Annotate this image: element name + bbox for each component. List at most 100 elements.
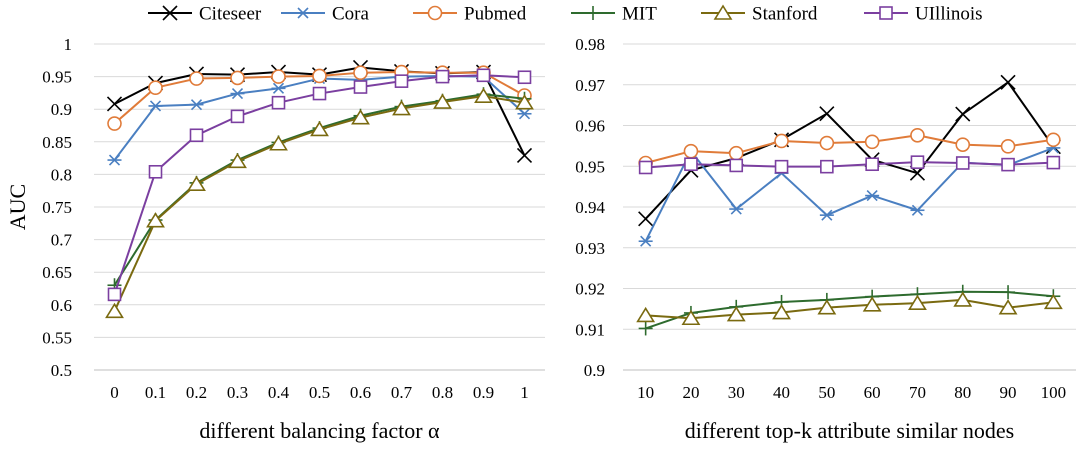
legend-marker-plus xyxy=(586,6,600,20)
data-point xyxy=(353,65,368,80)
x-axis-title: different balancing factor α xyxy=(199,418,440,443)
data-point xyxy=(1000,74,1016,90)
data-point xyxy=(1046,155,1061,170)
series-pubmed xyxy=(638,127,1061,171)
y-axis: 0.5 0.55 0.6 0.65 0.7 0.75 0.8 0.85 0.9 0.95 1 xyxy=(42,35,545,380)
x-axis: 10 20 30 40 50 60 70 80 90 100 xyxy=(623,369,1076,402)
data-point xyxy=(1001,285,1016,300)
data-point xyxy=(312,68,327,84)
legend-marker-triangle xyxy=(713,4,733,20)
y-tick-label: 0.55 xyxy=(42,328,72,347)
series-line xyxy=(644,81,1055,220)
data-point xyxy=(729,158,744,173)
x-tick-label: 0.2 xyxy=(186,383,207,402)
x-tick-label: 0.4 xyxy=(268,383,290,402)
y-tick-label: 0.7 xyxy=(51,231,73,250)
x-tick-label: 60 xyxy=(864,383,881,402)
data-point xyxy=(817,299,837,315)
data-point xyxy=(955,156,970,170)
series-line xyxy=(645,290,1054,330)
data-point xyxy=(819,106,835,122)
data-point xyxy=(515,94,534,110)
data-point xyxy=(998,299,1018,315)
legend-label: Pubmed xyxy=(464,4,527,25)
data-point xyxy=(774,133,789,149)
legend-marker-square xyxy=(879,6,893,20)
data-point xyxy=(1046,132,1061,148)
data-point xyxy=(910,127,925,143)
y-tick-label: 0.98 xyxy=(575,35,605,54)
data-point xyxy=(107,154,122,166)
data-point xyxy=(148,164,163,179)
data-point xyxy=(312,86,327,101)
y-tick-label: 0.92 xyxy=(575,280,605,299)
data-point xyxy=(729,203,744,215)
data-point xyxy=(910,204,925,216)
data-point xyxy=(517,108,532,120)
x-tick-label: 20 xyxy=(682,383,699,402)
data-point xyxy=(474,87,493,103)
series-line xyxy=(645,134,1054,164)
legend-label: UIllinois xyxy=(915,4,983,25)
x-tick-label: 30 xyxy=(728,383,745,402)
legend-label: Stanford xyxy=(752,4,818,25)
data-point xyxy=(517,70,532,85)
data-point xyxy=(865,157,879,172)
series-line xyxy=(645,298,1054,320)
series-cora xyxy=(638,142,1061,247)
data-point xyxy=(772,304,791,320)
legend-label: Citeseer xyxy=(199,4,262,25)
x-tick-label: 0.9 xyxy=(473,383,494,402)
data-point xyxy=(476,68,491,83)
series-stanford xyxy=(636,291,1063,326)
data-point xyxy=(636,306,656,323)
data-point xyxy=(394,74,409,88)
data-point xyxy=(433,93,452,109)
data-point xyxy=(862,296,882,312)
data-point xyxy=(864,134,880,150)
x-tick-label: 10 xyxy=(637,383,654,402)
data-point xyxy=(189,99,204,111)
data-point xyxy=(230,70,245,86)
data-point xyxy=(819,135,835,151)
data-point xyxy=(1001,157,1015,172)
y-tick-label: 0.9 xyxy=(584,361,605,380)
y-tick-label: 0.93 xyxy=(575,239,605,258)
x-axis: 0 0.1 0.2 0.3 0.4 0.5 0.6 0.7 0.8 0.9 1 xyxy=(94,369,545,402)
data-point xyxy=(774,159,789,174)
x-tick-label: 50 xyxy=(818,383,835,402)
series-uillinois xyxy=(107,68,532,302)
x-axis-title: different top-k attribute similar nodes xyxy=(685,418,1015,443)
data-point xyxy=(271,82,286,94)
y-tick-label: 0.94 xyxy=(575,198,605,217)
data-point xyxy=(684,157,698,172)
x-tick-label: 0.7 xyxy=(391,383,413,402)
x-tick-label: 0.6 xyxy=(350,383,371,402)
series-line xyxy=(645,161,1054,169)
series-line xyxy=(113,74,525,295)
data-point xyxy=(638,160,653,175)
series-uillinois xyxy=(638,155,1061,175)
x-tick-label: 100 xyxy=(1041,383,1067,402)
data-point xyxy=(392,100,411,116)
data-point xyxy=(269,135,288,151)
x-tick-label: 0.8 xyxy=(432,383,453,402)
legend-label: MIT xyxy=(622,4,657,25)
x-tick-label: 0 xyxy=(110,383,119,402)
data-point xyxy=(230,109,245,124)
y-tick-label: 0.97 xyxy=(575,76,605,95)
data-point xyxy=(908,294,927,310)
data-point xyxy=(228,152,247,169)
x-tick-label: 90 xyxy=(1000,383,1017,402)
data-point xyxy=(148,80,163,95)
data-point xyxy=(148,100,163,112)
x-tick-label: 0.5 xyxy=(309,383,330,402)
y-tick-label: 0.5 xyxy=(51,361,72,380)
y-axis: 0.9 0.91 0.92 0.93 0.94 0.95 0.96 0.97 0.98 xyxy=(575,35,1076,380)
data-point xyxy=(310,120,329,137)
legend-marker-x xyxy=(162,5,178,21)
y-tick-label: 0.9 xyxy=(51,100,72,119)
data-point xyxy=(105,302,124,319)
